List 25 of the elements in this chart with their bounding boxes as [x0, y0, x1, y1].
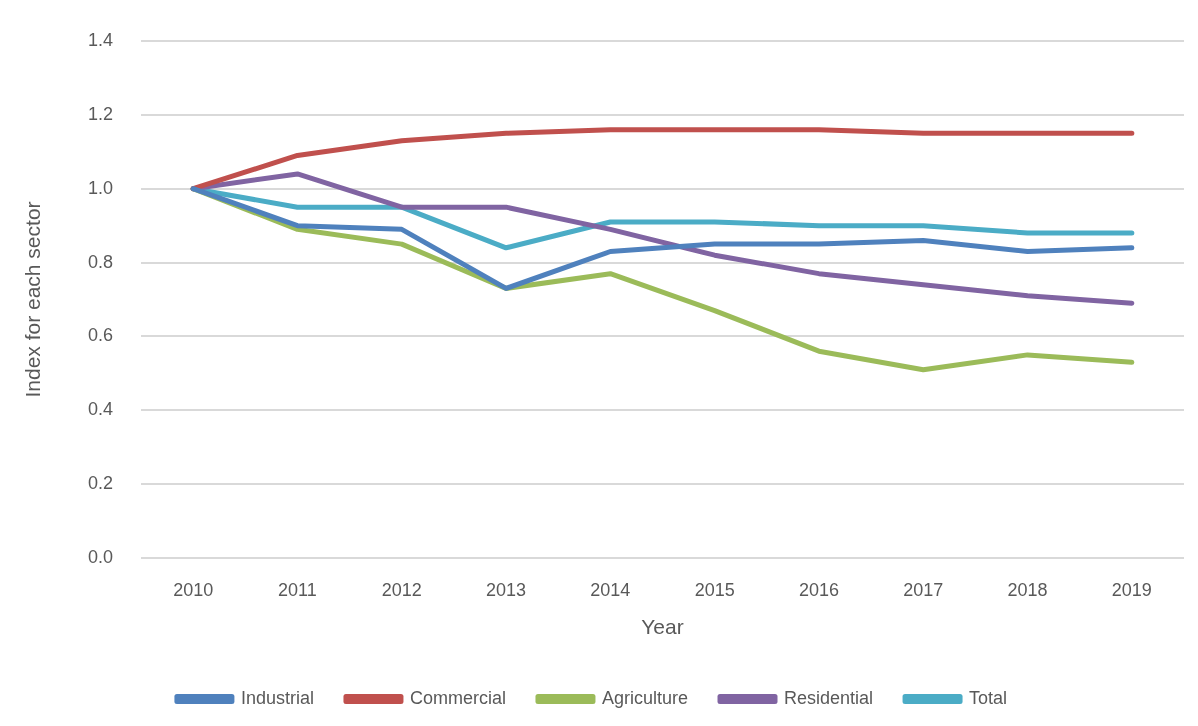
legend-label: Industrial [240, 687, 314, 708]
x-tick-label: 2012 [381, 579, 422, 600]
legend-label: Commercial [409, 687, 506, 708]
x-tick-label: 2010 [173, 579, 214, 600]
legend-label: Total [969, 687, 1008, 708]
y-tick-label: 0.0 [87, 546, 113, 567]
y-tick-label: 0.8 [87, 251, 113, 272]
y-tick-label: 1.2 [87, 103, 113, 124]
y-tick-label: 0.2 [87, 473, 113, 494]
x-tick-label: 2016 [798, 579, 839, 600]
x-tick-label: 2018 [1007, 579, 1048, 600]
y-axis-title: Index for each sector [21, 201, 45, 398]
y-tick-label: 0.4 [87, 399, 113, 420]
x-axis-title: Year [641, 615, 684, 639]
x-tick-label: 2019 [1111, 579, 1152, 600]
y-tick-label: 1.0 [87, 177, 113, 198]
y-tick-label: 1.4 [87, 29, 113, 50]
x-tick-label: 2013 [486, 579, 527, 600]
x-tick-label: 2014 [590, 579, 631, 600]
x-tick-label: 2011 [278, 579, 317, 600]
legend-label: Residential [784, 687, 874, 708]
x-tick-label: 2017 [903, 579, 944, 600]
legend-label: Agriculture [601, 687, 689, 708]
x-tick-label: 2015 [694, 579, 735, 600]
y-tick-label: 0.6 [87, 325, 113, 346]
